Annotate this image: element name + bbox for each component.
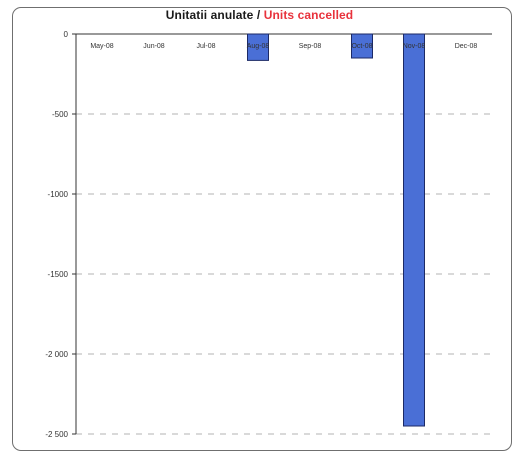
y-tick-label: -1000 bbox=[48, 190, 69, 199]
bars bbox=[247, 33, 425, 427]
chart-title-ro: Unitatii anulate bbox=[165, 8, 254, 22]
chart-title: Unitatii anulate / Units cancelled bbox=[0, 8, 519, 22]
chart-title-separator: / bbox=[256, 8, 261, 22]
chart-frame bbox=[12, 7, 512, 451]
x-tick-label: Jun-08 bbox=[143, 43, 165, 50]
x-tick-label: Jul-08 bbox=[196, 43, 215, 50]
x-tick-label: Dec-08 bbox=[455, 43, 478, 50]
y-tick-label: 0 bbox=[64, 30, 69, 39]
x-tick-label: Aug-08 bbox=[247, 43, 270, 50]
y-tick-label: -500 bbox=[52, 110, 69, 119]
bar-nov-08 bbox=[403, 33, 425, 427]
x-tick-label: Nov-08 bbox=[403, 43, 426, 50]
x-tick-label: May-08 bbox=[90, 43, 113, 50]
y-tick-label: -2 000 bbox=[45, 350, 68, 359]
x-tick-label: Sep-08 bbox=[299, 43, 322, 50]
y-tick-label: -2 500 bbox=[45, 430, 68, 439]
gridlines bbox=[76, 113, 492, 435]
y-tick-label: -1500 bbox=[48, 270, 69, 279]
bar-aug-08 bbox=[247, 33, 269, 61]
y-tick-labels: 0 -500 -1000 -1500 -2 000 -2 500 bbox=[45, 30, 68, 439]
x-tick-labels: May-08 Jun-08 Jul-08 Aug-08 Sep-08 Oct-08 Nov-… bbox=[90, 43, 477, 50]
axes bbox=[72, 33, 492, 435]
x-tick-label: Oct-08 bbox=[351, 43, 372, 50]
bar-oct-08 bbox=[351, 33, 373, 59]
chart-title-en: Units cancelled bbox=[263, 8, 354, 22]
